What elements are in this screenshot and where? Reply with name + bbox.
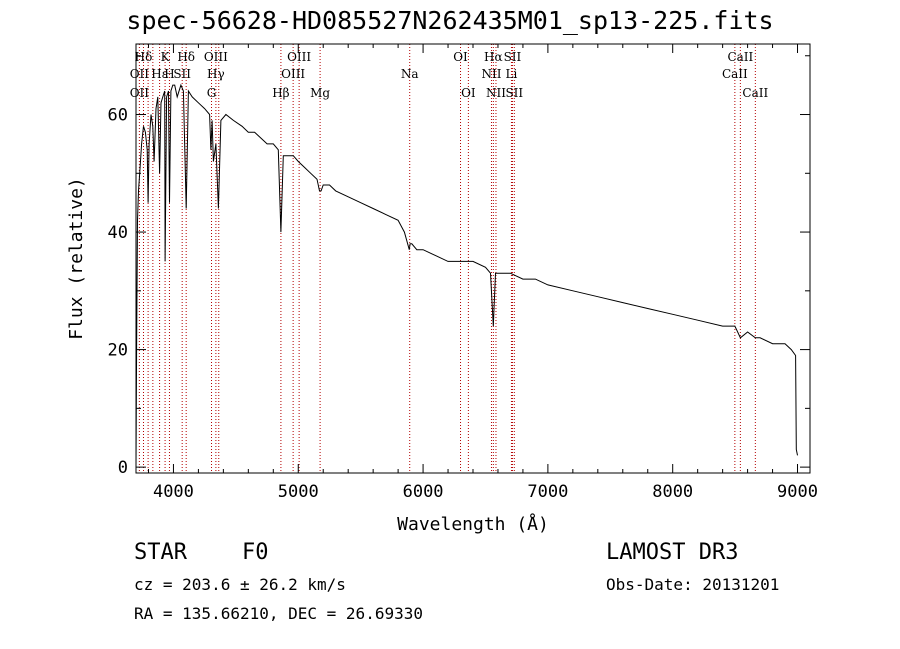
line-annotation: Hε bbox=[151, 67, 168, 81]
line-annotation: NII bbox=[486, 86, 506, 100]
x-tick-label: 7000 bbox=[527, 482, 568, 502]
x-tick-label: 5000 bbox=[278, 482, 319, 502]
line-annotation: CaII bbox=[727, 50, 753, 64]
obs-date-text: Obs-Date: 20131201 bbox=[606, 575, 780, 594]
line-annotation: Hβ bbox=[272, 86, 289, 100]
line-annotation: Hγ bbox=[207, 67, 225, 81]
x-tick-label: 4000 bbox=[153, 482, 194, 502]
x-tick-label: 6000 bbox=[403, 482, 444, 502]
line-annotation: OI bbox=[453, 50, 468, 64]
line-annotation: CaII bbox=[742, 86, 768, 100]
redshift-text: cz = 203.6 ± 26.2 km/s bbox=[134, 575, 346, 594]
object-class: STAR bbox=[134, 540, 187, 565]
axis-ticks: 4000 5000 6000 7000 8000 9000 0 20 40 60 bbox=[108, 44, 818, 502]
line-annotation: Hα bbox=[484, 50, 503, 64]
line-annotation: OIII bbox=[287, 50, 311, 64]
y-tick-label: 20 bbox=[108, 341, 128, 361]
line-annotation: OI bbox=[461, 86, 476, 100]
line-annotation: SII bbox=[505, 86, 523, 100]
line-annotation: NII bbox=[481, 67, 501, 81]
line-annotation: SII bbox=[504, 50, 522, 64]
line-annotation: OIII bbox=[204, 50, 228, 64]
line-marker-layer bbox=[138, 44, 756, 473]
x-axis-label: Wavelength (Å) bbox=[397, 513, 549, 535]
line-annotation: Mg bbox=[310, 86, 330, 100]
x-tick-label: 8000 bbox=[652, 482, 693, 502]
line-annotation: OIII bbox=[281, 67, 305, 81]
y-tick-label: 60 bbox=[108, 106, 128, 126]
line-annotation: CaII bbox=[722, 67, 748, 81]
line-annotation: Na bbox=[401, 67, 419, 81]
line-annotation: Hδ bbox=[135, 50, 153, 64]
coordinates-text: RA = 135.66210, DEC = 26.69330 bbox=[134, 604, 423, 623]
y-axis-label: Flux (relative) bbox=[66, 177, 87, 340]
x-tick-label: 9000 bbox=[777, 482, 818, 502]
line-annotation: H bbox=[164, 67, 174, 81]
line-annotation: OII bbox=[130, 67, 150, 81]
plot-frame bbox=[135, 43, 811, 474]
survey-name: LAMOST DR3 bbox=[606, 540, 739, 565]
chart-title: spec-56628-HD085527N262435M01_sp13-225.f… bbox=[126, 6, 774, 35]
y-tick-label: 0 bbox=[118, 458, 128, 478]
line-annotation: K bbox=[161, 50, 171, 64]
object-subclass: F0 bbox=[242, 540, 269, 565]
line-annotation: Hδ bbox=[177, 50, 195, 64]
y-tick-label: 40 bbox=[108, 223, 128, 243]
line-annotation: Li bbox=[506, 67, 518, 81]
line-annotation: G bbox=[207, 86, 217, 100]
line-annotation: OII bbox=[130, 86, 150, 100]
spectrum-line bbox=[135, 83, 798, 468]
line-annotation: SII bbox=[173, 67, 191, 81]
